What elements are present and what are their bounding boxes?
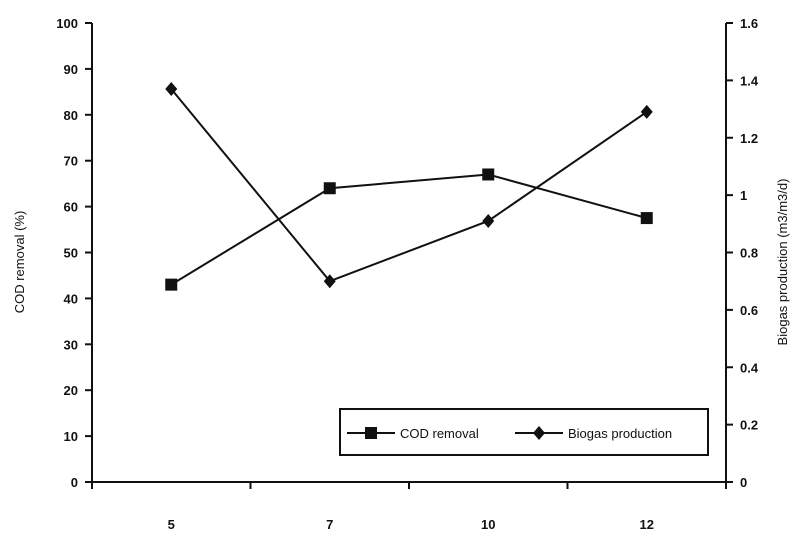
biogas-production-point	[482, 213, 495, 228]
biogas-production-point	[323, 274, 336, 289]
series-layer	[165, 81, 653, 291]
right-tick-label: 0.6	[740, 303, 758, 318]
right-tick-label: 1.4	[740, 73, 759, 88]
left-tick-label: 30	[64, 337, 78, 352]
biogas-production-line	[170, 88, 648, 283]
cod-removal-point	[165, 278, 178, 291]
series-cod-removal	[165, 168, 653, 291]
x-tick-label: 5	[168, 517, 175, 532]
left-tick-label: 100	[56, 16, 78, 31]
legend: COD removal Biogas production	[339, 408, 709, 456]
x-tick-label: 10	[481, 517, 495, 532]
legend-item-biogas-production: Biogas production	[515, 426, 672, 441]
legend-label: Biogas production	[568, 426, 672, 441]
cod-removal-point	[640, 212, 653, 225]
legend-label: COD removal	[400, 426, 479, 441]
left-axis-ticks: 0 10 20 30 40 50 60 70 80 90 100	[56, 16, 92, 490]
left-tick-label: 70	[64, 154, 78, 169]
legend-item-cod-removal: COD removal	[347, 426, 479, 441]
legend-marker	[365, 427, 377, 439]
right-tick-label: 0.2	[740, 418, 758, 433]
right-tick-label: 1.2	[740, 131, 758, 146]
right-tick-label: 0	[740, 475, 747, 490]
right-axis-title: Biogas production (m3/m3/d)	[775, 179, 790, 346]
x-tick-label: 7	[326, 517, 333, 532]
right-tick-label: 1.6	[740, 16, 758, 31]
left-tick-label: 10	[64, 429, 78, 444]
cod-removal-point	[323, 182, 336, 195]
left-tick-label: 60	[64, 200, 78, 215]
right-tick-label: 1	[740, 188, 747, 203]
left-tick-label: 40	[64, 291, 78, 306]
left-tick-label: 50	[64, 246, 78, 261]
x-axis-ticks: 5 7 10 12	[91, 482, 727, 532]
left-axis-title: COD removal (%)	[12, 211, 27, 314]
left-tick-label: 20	[64, 383, 78, 398]
biogas-production-point	[640, 104, 653, 119]
left-tick-label: 90	[64, 62, 78, 77]
left-tick-label: 0	[71, 475, 78, 490]
right-tick-label: 0.8	[740, 246, 758, 261]
cod-removal-point	[482, 168, 495, 181]
right-tick-label: 0.4	[740, 360, 759, 375]
series-biogas-production	[165, 81, 653, 289]
cod-removal-line	[170, 173, 648, 286]
biogas-production-point	[165, 81, 178, 96]
legend-marker	[533, 426, 545, 440]
left-tick-label: 80	[64, 108, 78, 123]
right-axis-ticks: 0 0.2 0.4 0.6 0.8 1 1.2 1.4 1.6	[726, 16, 759, 490]
x-tick-label: 12	[640, 517, 654, 532]
